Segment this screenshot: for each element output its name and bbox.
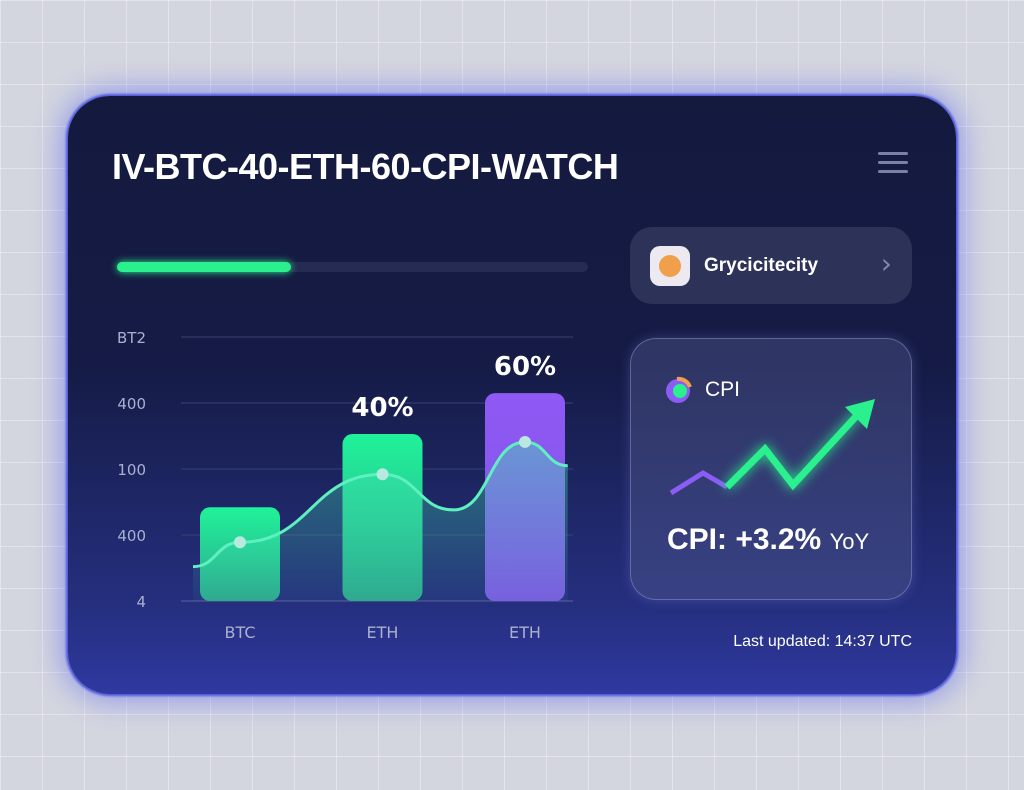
progress-bar xyxy=(117,262,588,272)
allocation-chart: 4 400 100 400 BT2 BTC ETH 40% ETH 60% xyxy=(117,329,573,642)
x-tick-label: ETH xyxy=(367,623,399,642)
line-area xyxy=(192,441,568,601)
cpi-label: CPI xyxy=(705,378,741,401)
page-title: IV-BTC-40-ETH-60-CPI-WATCH xyxy=(112,146,619,187)
y-tick-label: 4 xyxy=(136,593,146,611)
data-label: 40% xyxy=(351,393,413,423)
y-tick-label: 100 xyxy=(117,461,146,479)
coin-icon xyxy=(650,245,690,286)
asset-selector[interactable]: Grycicitecity › xyxy=(630,227,912,304)
data-label: 60% xyxy=(494,352,556,382)
cpi-logo-icon xyxy=(666,376,692,403)
y-tick-label: 400 xyxy=(117,527,146,545)
x-tick-label: BTC xyxy=(225,623,256,642)
trend-up-arrow-icon xyxy=(669,399,875,496)
x-tick-label: ETH xyxy=(509,623,541,642)
y-tick-label: 400 xyxy=(117,395,146,413)
cpi-value-text: CPI: +3.2% xyxy=(667,523,822,556)
cpi-value: CPI: +3.2% YoY xyxy=(667,523,869,557)
line-point xyxy=(234,536,246,549)
asset-label: Grycicitecity xyxy=(704,254,819,276)
line-point xyxy=(519,435,531,448)
progress-fill xyxy=(117,262,292,272)
y-tick-label: BT2 xyxy=(117,329,146,347)
chevron-right-icon: › xyxy=(880,247,892,280)
hamburger-menu-icon[interactable] xyxy=(878,152,908,176)
cpi-card: CPI CPI: +3.2% YoY xyxy=(630,338,912,600)
cpi-suffix: YoY xyxy=(829,529,870,554)
line-point xyxy=(376,468,389,481)
last-updated: Last updated: 14:37 UTC xyxy=(733,633,912,650)
dashboard-card: IV-BTC-40-ETH-60-CPI-WATCH 4 400 100 400 BT2… xyxy=(68,96,956,694)
